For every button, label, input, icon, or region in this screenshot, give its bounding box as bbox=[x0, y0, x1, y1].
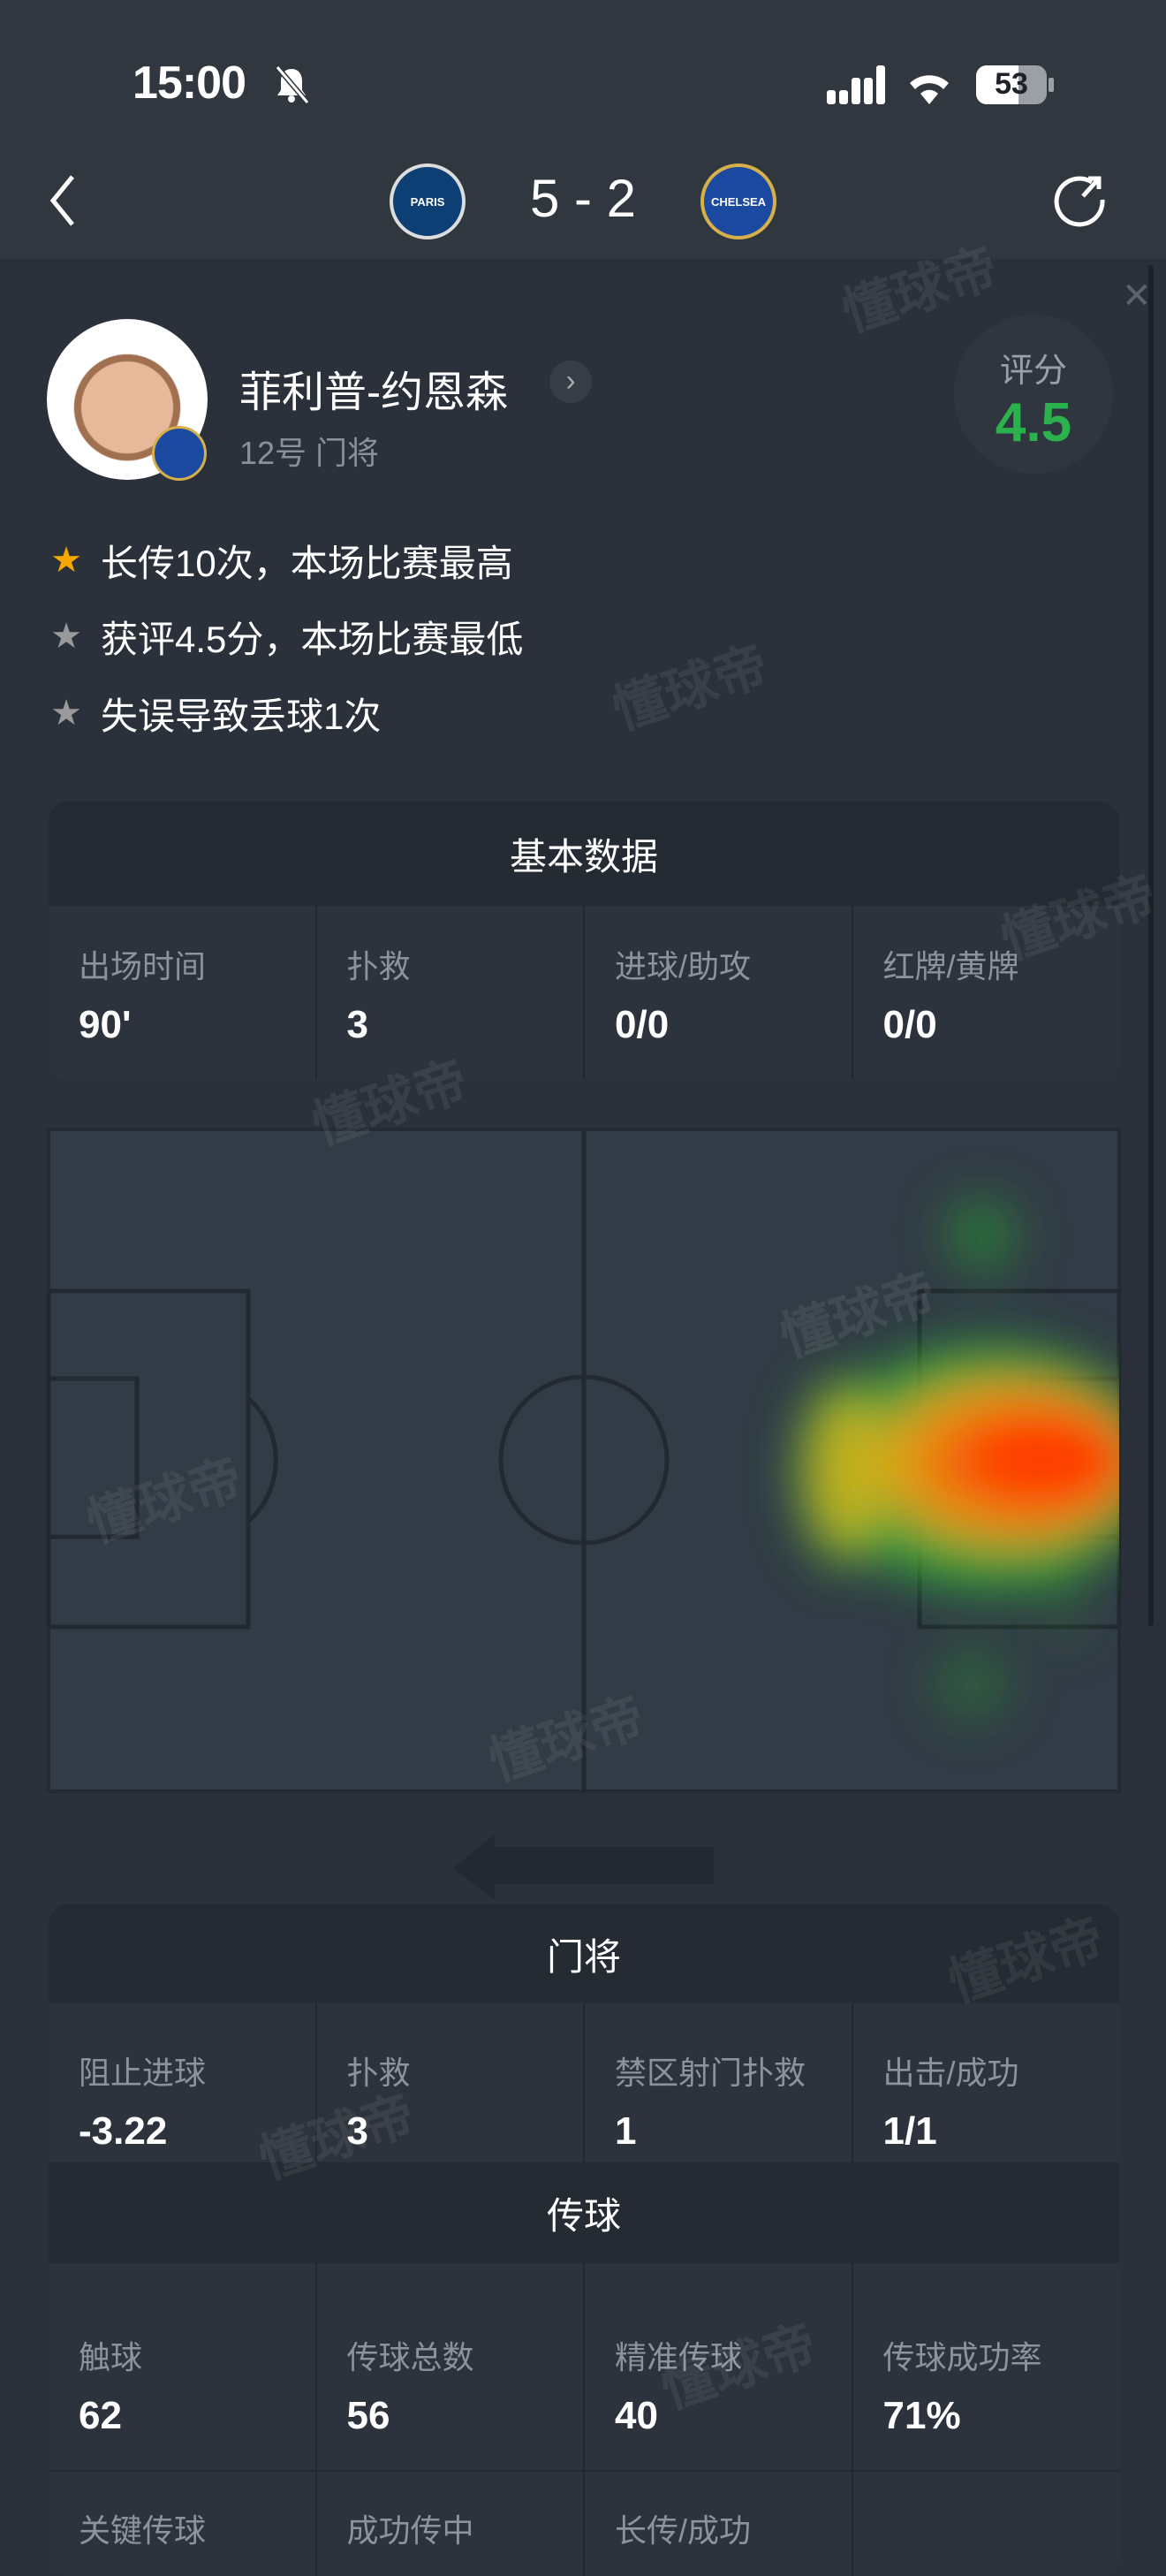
home-team-name: PARIS bbox=[410, 194, 445, 209]
battery-icon: 53 bbox=[976, 65, 1047, 104]
stat-value: 71% bbox=[882, 2394, 961, 2437]
match-score: 5 - 2 bbox=[529, 169, 637, 228]
stat-label: 扑救 bbox=[346, 948, 411, 984]
heatmap-pitch bbox=[46, 1128, 1122, 1900]
stat-label: 进球/助攻 bbox=[615, 948, 752, 984]
stat-label: 触球 bbox=[79, 2339, 143, 2375]
heat-spot bbox=[967, 1414, 1119, 1502]
stat-label bbox=[883, 2505, 1120, 2544]
stat-value: 0/0 bbox=[882, 1003, 937, 1046]
stat-label: 成功传中 bbox=[346, 2512, 474, 2549]
heat-spot bbox=[951, 1197, 1022, 1286]
chevron-right-icon[interactable]: › bbox=[549, 361, 592, 403]
highlight-text: 获评4.5分，本场比赛最低 bbox=[101, 618, 524, 660]
status-time: 15:00 bbox=[132, 57, 246, 109]
stat-label: 扑救 bbox=[346, 2055, 411, 2091]
stat-cell: 关键传球 bbox=[49, 2472, 315, 2576]
stat-label: 阻止进球 bbox=[79, 2055, 207, 2091]
heat-spot bbox=[813, 1396, 883, 1546]
highlight-text: 长传10次，本场比赛最高 bbox=[101, 542, 513, 584]
bell-slash-icon bbox=[275, 65, 310, 104]
stat-value: 62 bbox=[79, 2394, 122, 2437]
silver-star-icon: ★ bbox=[50, 694, 82, 733]
highlight-item: ★ 长传10次，本场比赛最高 bbox=[44, 534, 513, 587]
rating-badge: 评分 4.5 bbox=[954, 315, 1113, 474]
stat-label: 禁区射门扑救 bbox=[615, 2055, 806, 2091]
left-goal-box bbox=[46, 1376, 140, 1539]
refresh-icon[interactable] bbox=[1053, 173, 1109, 230]
stat-label: 精准传球 bbox=[615, 2339, 743, 2375]
battery-level: 53 bbox=[995, 67, 1028, 101]
stat-value: 56 bbox=[346, 2394, 390, 2437]
stat-cell: 传球成功率 71% bbox=[851, 2263, 1120, 2470]
highlight-item: ★ 获评4.5分，本场比赛最低 bbox=[44, 610, 523, 663]
back-button[interactable] bbox=[44, 173, 80, 228]
stat-cell bbox=[851, 2472, 1120, 2576]
stat-cell: 禁区射门扑救 1 bbox=[583, 2003, 852, 2162]
watermark: 懂球帝 bbox=[605, 635, 776, 741]
stat-value: 40 bbox=[615, 2394, 658, 2437]
stat-value: 90' bbox=[79, 1003, 132, 1046]
stat-label: 传球成功率 bbox=[882, 2339, 1042, 2375]
stat-label: 红牌/黄牌 bbox=[882, 948, 1019, 984]
stat-cell: 红牌/黄牌 0/0 bbox=[851, 906, 1120, 1079]
stat-value: 3 bbox=[346, 1003, 368, 1046]
stat-cell: 传球总数 56 bbox=[314, 2263, 584, 2470]
stat-cell: 成功传中 bbox=[314, 2472, 584, 2576]
basic-stats-card: 基本数据 出场时间 90' 扑救 3 进球/助攻 0/0 红牌/黄牌 0/0 bbox=[49, 802, 1119, 1081]
rating-label: 评分 bbox=[999, 353, 1067, 390]
stat-label: 关键传球 bbox=[79, 2512, 207, 2549]
stat-value: 3 bbox=[346, 2109, 368, 2153]
stat-cell: 触球 62 bbox=[49, 2263, 315, 2470]
stat-cell: 扑救 3 bbox=[314, 906, 584, 1079]
stat-cell: 进球/助攻 0/0 bbox=[583, 906, 852, 1079]
away-team-name: CHELSEA bbox=[710, 194, 767, 209]
rating-value: 4.5 bbox=[995, 392, 1072, 453]
stat-cell: 出击/成功 1/1 bbox=[851, 2003, 1120, 2162]
stat-cell: 出场时间 90' bbox=[49, 906, 315, 1079]
stat-cell: 阻止进球 -3.22 bbox=[49, 2003, 315, 2162]
highlight-item: ★ 失误导致丢球1次 bbox=[44, 687, 381, 740]
gold-star-icon: ★ bbox=[50, 541, 82, 580]
stat-value: 1 bbox=[615, 2109, 637, 2153]
stat-value: -3.22 bbox=[79, 2109, 168, 2153]
player-team-badge bbox=[152, 426, 207, 481]
goalkeeper-title: 门将 bbox=[49, 1904, 1119, 2003]
top-bar bbox=[0, 0, 1166, 259]
left-penalty-arc bbox=[246, 1396, 278, 1524]
basic-stats-title: 基本数据 bbox=[49, 802, 1119, 906]
wifi-icon bbox=[910, 75, 949, 104]
heat-spot bbox=[1038, 1564, 1091, 1644]
center-circle bbox=[498, 1374, 670, 1546]
stat-label: 出击/成功 bbox=[882, 2055, 1019, 2091]
home-team-logo[interactable]: PARIS bbox=[390, 163, 466, 239]
stat-cell: 精准传球 40 bbox=[583, 2263, 852, 2470]
player-name[interactable]: 菲利普-约恩森 bbox=[239, 369, 508, 416]
passing-title: 传球 bbox=[49, 2162, 1119, 2263]
away-team-logo[interactable]: CHELSEA bbox=[700, 163, 776, 239]
stat-value: 1/1 bbox=[882, 2109, 937, 2153]
signal-icon bbox=[827, 65, 885, 104]
battery-tip bbox=[1049, 78, 1054, 92]
stat-value: 0/0 bbox=[615, 1003, 670, 1046]
attack-direction-arrow bbox=[453, 1835, 714, 1900]
stat-label: 出场时间 bbox=[79, 948, 207, 984]
close-icon[interactable]: ✕ bbox=[1122, 277, 1152, 315]
silver-star-icon: ★ bbox=[50, 617, 82, 656]
stat-cell: 扑救 3 bbox=[314, 2003, 584, 2162]
highlight-text: 失误导致丢球1次 bbox=[101, 695, 382, 737]
heat-spot bbox=[932, 1644, 1011, 1723]
player-number-position: 12号 门将 bbox=[239, 435, 380, 471]
stat-label: 长传/成功 bbox=[615, 2512, 752, 2549]
stat-label: 传球总数 bbox=[346, 2339, 474, 2375]
scrollbar[interactable] bbox=[1148, 265, 1154, 1626]
goalkeeper-card: 门将 阻止进球 -3.22 扑救 3 禁区射门扑救 1 出击/成功 1/1 传球 触球 6… bbox=[49, 1904, 1119, 2576]
stat-cell: 长传/成功 bbox=[583, 2472, 852, 2576]
